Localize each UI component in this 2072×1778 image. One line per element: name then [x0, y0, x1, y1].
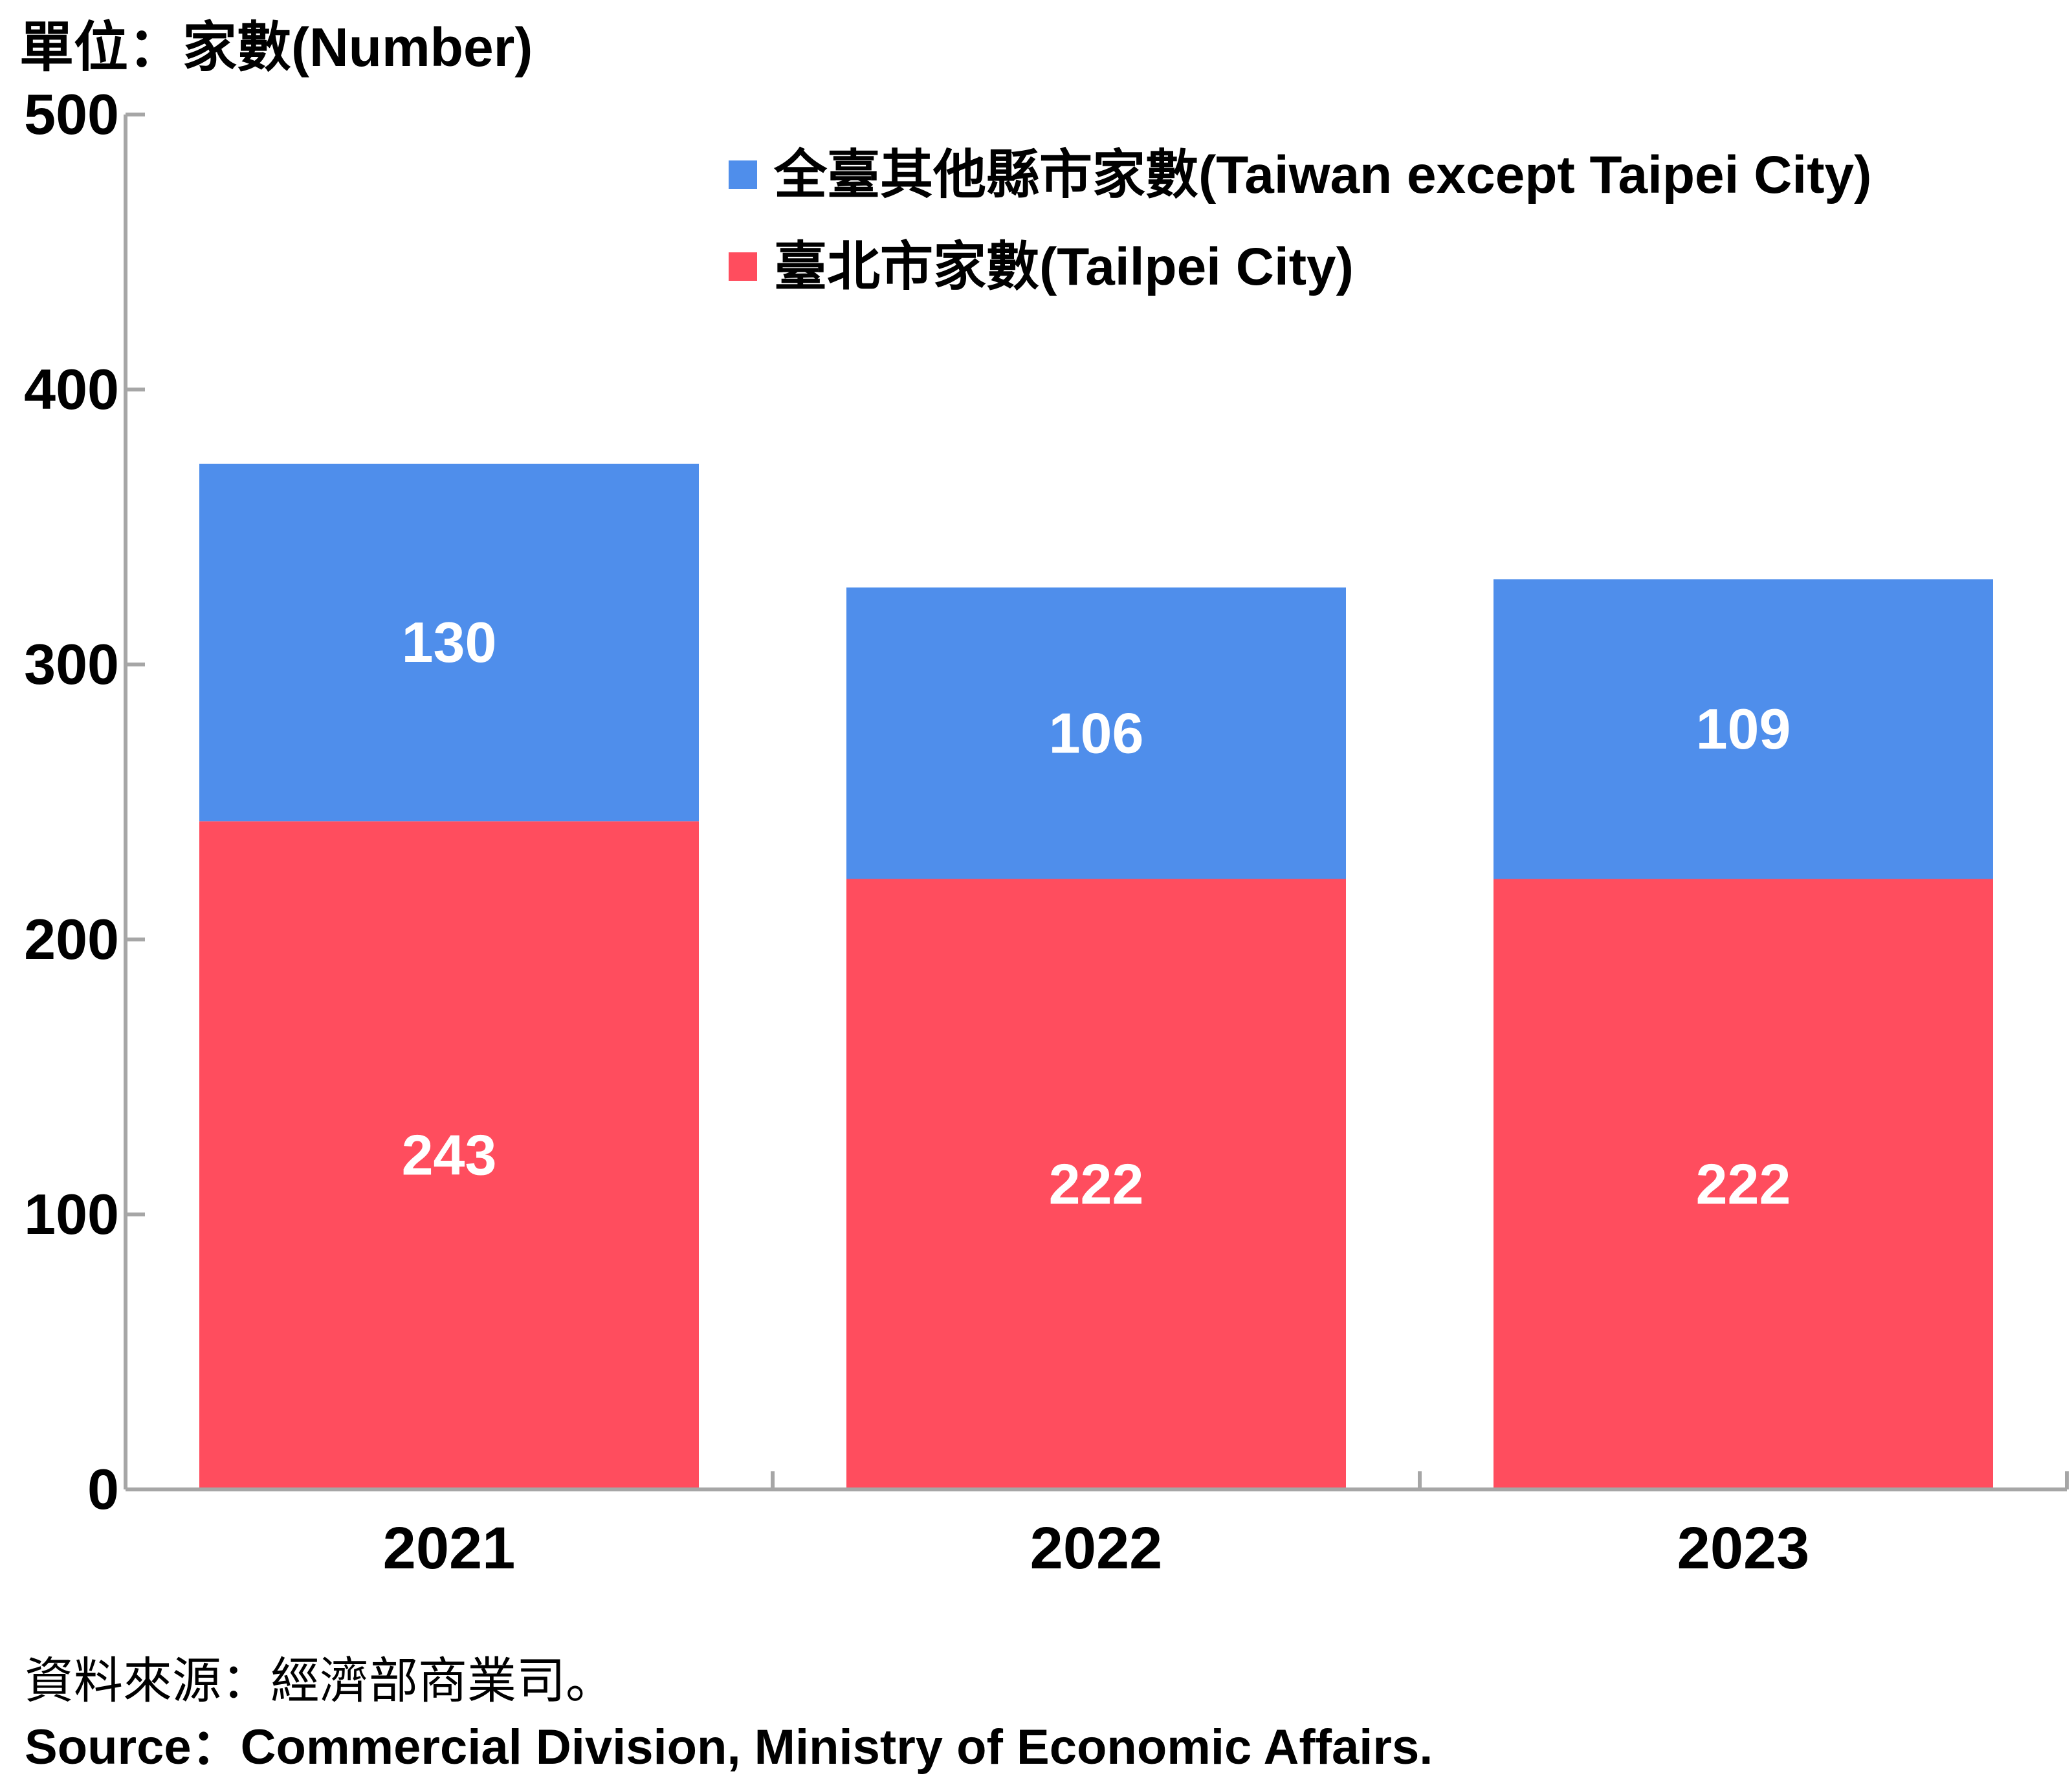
- y-tick-label-300: 300: [24, 632, 119, 696]
- bar-segment-2021-s0: [199, 821, 699, 1490]
- data-label-2022-s1: 106: [1049, 701, 1144, 765]
- data-label-2021-s0: 243: [402, 1123, 497, 1187]
- x-tick-label-2023: 2023: [1677, 1515, 1810, 1581]
- y-tick-label-200: 200: [24, 907, 119, 971]
- bar-segment-2022-s1: [846, 587, 1346, 879]
- stacked-bar-chart: 243 130 222 106 222 109 0 100 200 300 400 500 2021 2…: [24, 82, 2069, 1581]
- y-tick-label-0: 0: [87, 1457, 119, 1521]
- unit-label: 單位：家數(Number): [19, 17, 533, 78]
- data-labels-layer: 243 130 222 106 222 109: [402, 610, 1791, 1216]
- source-zh: 資料來源：經濟部商業司。: [25, 1654, 615, 1709]
- legend: 全臺其他縣市家數(Taiwan except Taipei City) 臺北市家數…: [729, 146, 1871, 296]
- y-tick-label-500: 500: [24, 82, 119, 146]
- x-tick-label-2022: 2022: [1030, 1515, 1163, 1581]
- data-label-2022-s0: 222: [1049, 1152, 1144, 1216]
- y-tick-label-400: 400: [24, 357, 119, 421]
- bars-layer: [199, 463, 1993, 1490]
- bar-segment-2023-s1: [1493, 579, 1993, 879]
- axes-layer: 0 100 200 300 400 500 2021 2022 2023: [24, 82, 2069, 1581]
- data-label-2023-s0: 222: [1696, 1152, 1791, 1216]
- bar-segment-2023-s0: [1493, 879, 1993, 1489]
- x-tick-label-2021: 2021: [383, 1515, 516, 1581]
- bar-segment-2021-s1: [199, 463, 699, 822]
- source-en: Source：Commercial Division, Ministry of …: [25, 1720, 1433, 1775]
- legend-swatch-s0: [729, 252, 757, 281]
- y-tick-label-100: 100: [24, 1182, 119, 1246]
- legend-label-s0: 臺北市家數(Tailpei City): [774, 237, 1354, 296]
- bar-segment-2022-s0: [846, 879, 1346, 1489]
- data-label-2021-s1: 130: [402, 610, 497, 674]
- legend-swatch-s1: [729, 160, 757, 189]
- data-label-2023-s1: 109: [1696, 697, 1791, 761]
- legend-label-s1: 全臺其他縣市家數(Taiwan except Taipei City): [773, 146, 1871, 204]
